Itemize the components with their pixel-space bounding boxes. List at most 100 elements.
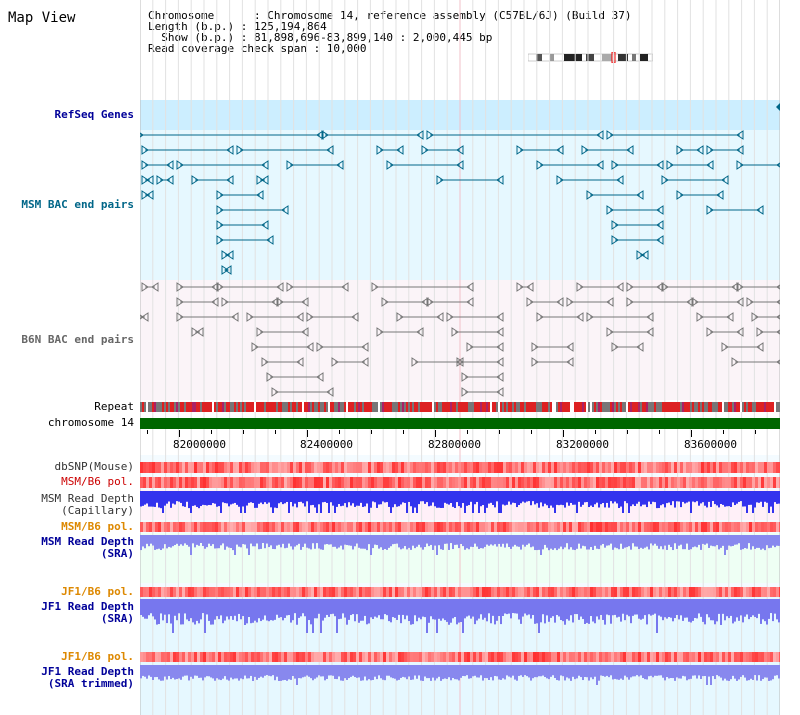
track-canvas[interactable]: [140, 0, 780, 715]
depth-bar: [638, 665, 640, 677]
label-msm-depth-sra[interactable]: MSM Read Depth (SRA): [41, 535, 134, 560]
heat-cell: [671, 462, 674, 473]
depth-bar: [388, 535, 390, 548]
label-refseq-genes[interactable]: RefSeq Genes: [54, 108, 134, 121]
depth-bar: [706, 665, 708, 685]
heat-cell: [749, 652, 752, 662]
heat-cell: [263, 652, 266, 662]
heat-cell: [158, 522, 161, 532]
label-msm-b6-pol[interactable]: MSM/B6 pol.: [61, 475, 134, 488]
depth-bar: [168, 491, 170, 502]
depth-bar: [318, 535, 320, 549]
depth-bar: [488, 535, 490, 546]
pair-end-marker: [496, 372, 504, 382]
heat-cell: [164, 462, 167, 473]
repeat-segment: [380, 402, 382, 412]
pair-end-marker: [676, 145, 684, 155]
repeat-segment: [688, 402, 690, 412]
label-jf1-depth-sra[interactable]: JF1 Read Depth (SRA): [41, 600, 134, 625]
pair-end-marker: [656, 220, 664, 230]
heat-cell: [386, 587, 389, 597]
depth-bar: [534, 491, 536, 505]
label-msm-bac[interactable]: MSM BAC end pairs: [21, 198, 134, 211]
pair-end-marker: [611, 342, 619, 352]
label-dbsnp[interactable]: dbSNP(Mouse): [54, 460, 134, 473]
heat-cell: [521, 587, 524, 597]
depth-bar: [540, 535, 542, 555]
heat-cell: [758, 587, 761, 597]
pair-end-marker: [141, 175, 149, 185]
heat-cell: [584, 462, 587, 473]
heat-cell: [506, 522, 509, 532]
pair-end-marker: [141, 190, 149, 200]
depth-bar: [456, 599, 458, 625]
heat-cell: [722, 652, 725, 662]
heat-cell: [371, 477, 374, 488]
heat-cell: [329, 587, 332, 597]
heat-cell: [167, 587, 170, 597]
heat-cell: [272, 652, 275, 662]
label-jf1-b6-pol[interactable]: JF1/B6 pol.: [61, 585, 134, 598]
depth-bar: [638, 599, 640, 619]
heat-cell: [464, 522, 467, 532]
heat-cell: [632, 587, 635, 597]
depth-bar: [582, 665, 584, 681]
heat-cell: [596, 587, 599, 597]
heat-cell: [752, 587, 755, 597]
heat-cell: [140, 652, 143, 662]
label-b6n-bac[interactable]: B6N BAC end pairs: [21, 333, 134, 346]
depth-bar: [422, 491, 424, 502]
depth-bar: [272, 535, 274, 549]
heat-cell: [272, 462, 275, 473]
pair-end-marker: [371, 282, 379, 292]
depth-bar: [452, 665, 454, 678]
depth-bar: [712, 665, 714, 677]
pair-end-marker: [686, 297, 694, 307]
label-jf1-depth-trimmed[interactable]: JF1 Read Depth (SRA trimmed): [41, 665, 134, 690]
depth-bar: [506, 535, 508, 544]
depth-bar: [490, 599, 492, 624]
depth-bar: [580, 665, 582, 678]
depth-bar: [284, 599, 286, 618]
heat-cell: [431, 522, 434, 532]
label-msm-b6-pol-2[interactable]: MSM/B6 pol.: [61, 520, 134, 533]
heat-cell: [257, 652, 260, 662]
chromosome-ideogram[interactable]: [528, 52, 653, 63]
depth-bar: [424, 535, 426, 548]
heat-cell: [422, 587, 425, 597]
depth-bar: [146, 491, 148, 504]
heat-cell: [611, 477, 614, 488]
depth-bar: [758, 491, 760, 503]
heat-cell: [602, 462, 605, 473]
repeat-segment: [756, 402, 758, 412]
depth-bar: [750, 491, 752, 505]
depth-bar: [224, 491, 226, 504]
heat-cell: [641, 477, 644, 488]
heat-cell: [155, 462, 158, 473]
pair-end-marker: [536, 160, 544, 170]
depth-bar: [710, 665, 712, 685]
repeat-segment: [492, 402, 494, 412]
depth-bar: [742, 535, 744, 550]
depth-bar: [510, 535, 512, 549]
depth-bar: [538, 491, 540, 508]
label-msm-depth-capillary[interactable]: MSM Read Depth (Capillary): [41, 492, 134, 517]
heat-cell: [308, 652, 311, 662]
heat-cell: [680, 652, 683, 662]
depth-bar: [254, 599, 256, 621]
heat-cell: [284, 587, 287, 597]
label-jf1-b6-pol-2[interactable]: JF1/B6 pol.: [61, 650, 134, 663]
pair-end-marker: [586, 312, 594, 322]
heat-cell: [191, 522, 194, 532]
depth-bar: [254, 535, 256, 547]
depth-bar: [236, 491, 238, 505]
pair-end-marker: [251, 342, 259, 352]
depth-bar: [276, 491, 278, 509]
heat-cell: [539, 522, 542, 532]
repeat-segment: [350, 402, 352, 412]
depth-bar: [756, 665, 758, 681]
depth-bar: [514, 491, 516, 504]
depth-bar: [668, 491, 670, 503]
depth-bar: [532, 665, 534, 679]
depth-bar: [712, 491, 714, 502]
